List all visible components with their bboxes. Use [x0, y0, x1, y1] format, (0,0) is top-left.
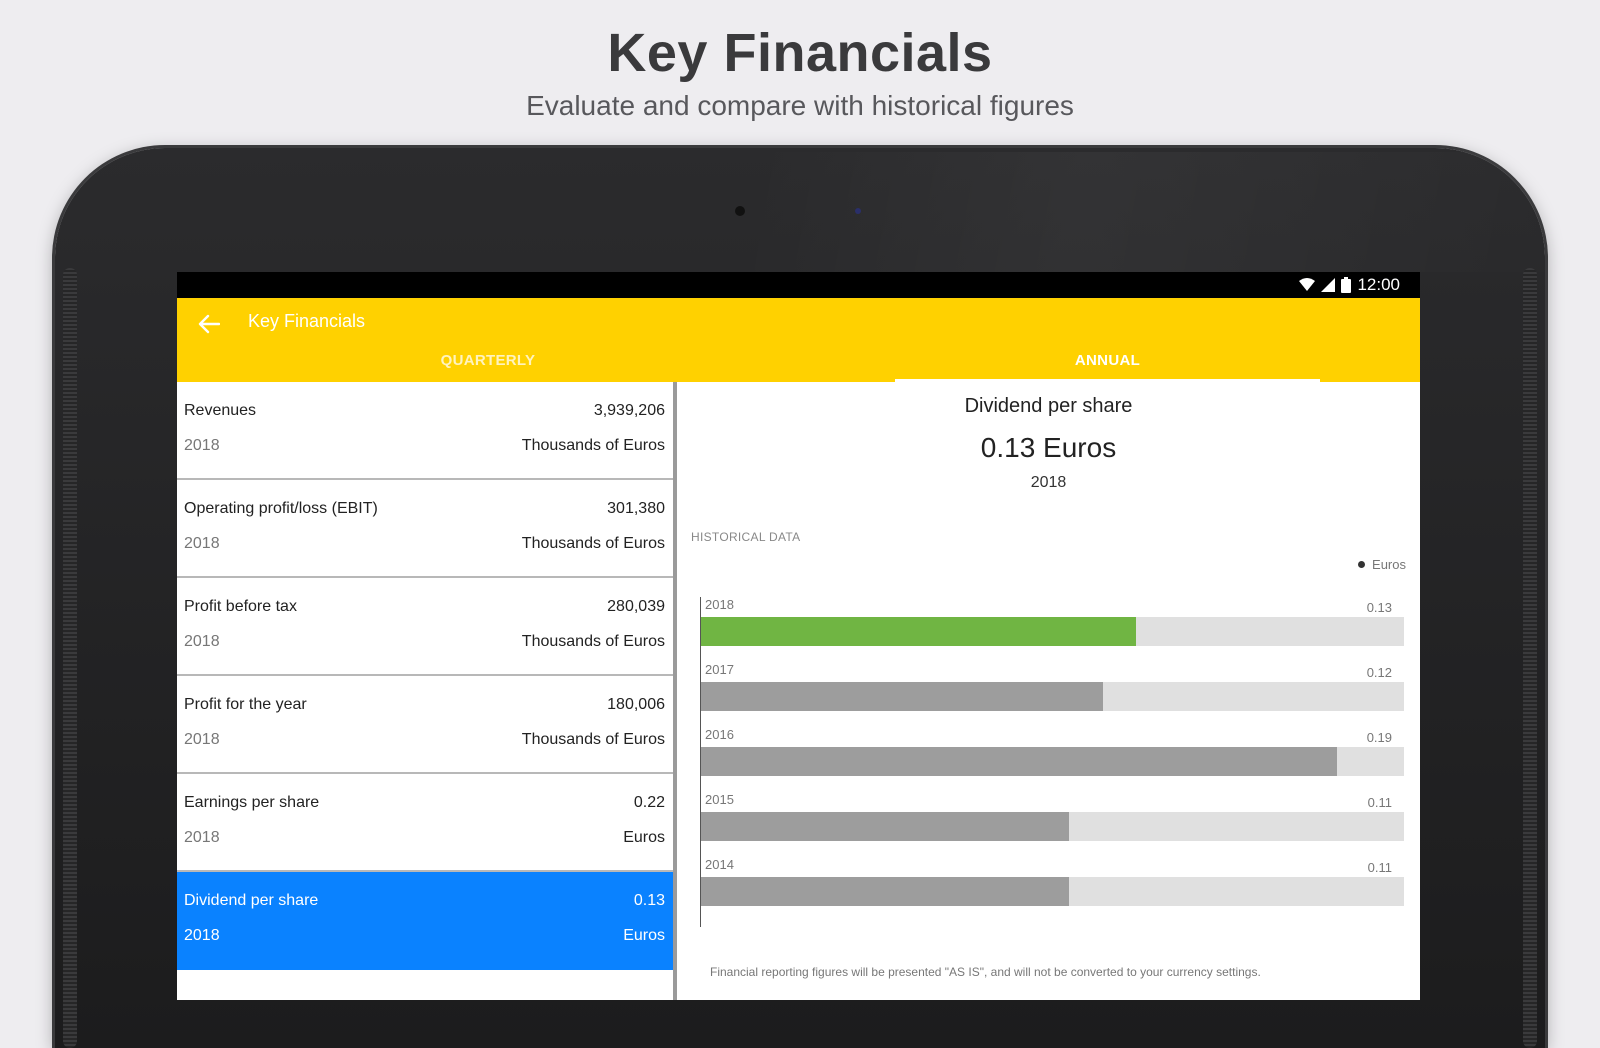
- bar-year-label: 2016: [705, 727, 734, 742]
- bar-value-label: 0.19: [1366, 730, 1392, 745]
- list-item-year: 2018: [184, 927, 220, 944]
- list-item-dividend-per-share[interactable]: Dividend per share 0.13 2018 Euros: [177, 872, 673, 970]
- bar-row-2015: 2015 0.11: [701, 792, 1404, 856]
- bar-row-2014: 2014 0.11: [701, 857, 1404, 921]
- list-item-name: Operating profit/loss (EBIT): [184, 500, 378, 517]
- speaker-grille-right: [1523, 268, 1537, 1048]
- bar-2017: [701, 682, 1103, 711]
- bar-year-label: 2017: [705, 662, 734, 677]
- list-item-name: Earnings per share: [184, 794, 320, 811]
- bar-value-label: 0.13: [1366, 600, 1392, 615]
- bar-year-label: 2014: [705, 857, 734, 872]
- list-item-profit-for-year[interactable]: Profit for the year 180,006 2018 Thousan…: [177, 676, 673, 774]
- bar-value-label: 0.12: [1366, 665, 1392, 680]
- app-screen: 12:00 Key Financials QUARTERLY ANNUAL Re…: [177, 272, 1420, 1000]
- list-item-value: 180,006: [607, 696, 665, 713]
- battery-icon: [1341, 277, 1352, 293]
- tablet-glare: [755, 152, 1575, 272]
- bar-track: [701, 877, 1404, 906]
- list-item-ebit[interactable]: Operating profit/loss (EBIT) 301,380 201…: [177, 480, 673, 578]
- list-item-name: Profit for the year: [184, 696, 307, 713]
- bar-row-2016: 2016 0.19: [701, 727, 1404, 791]
- wifi-icon: [1299, 278, 1316, 292]
- list-item-profit-before-tax[interactable]: Profit before tax 280,039 2018 Thousands…: [177, 578, 673, 676]
- list-item-unit: Thousands of Euros: [521, 437, 665, 454]
- bar-row-2018: 2018 0.13: [701, 597, 1404, 661]
- bar-value-label: 0.11: [1367, 860, 1392, 875]
- app-bar: Key Financials QUARTERLY ANNUAL: [177, 298, 1420, 382]
- tab-quarterly[interactable]: QUARTERLY: [177, 352, 799, 382]
- detail-value: 0.13 Euros: [980, 432, 1117, 463]
- bar-row-2017: 2017 0.12: [701, 662, 1404, 726]
- list-item-value: 0.22: [633, 794, 665, 811]
- list-item-unit: Euros: [623, 829, 665, 846]
- tab-annual[interactable]: ANNUAL: [895, 352, 1320, 382]
- historical-data-label: HISTORICAL DATA: [691, 530, 801, 544]
- list-item-year: 2018: [184, 535, 220, 552]
- list-item-name: Revenues: [184, 402, 257, 419]
- bar-2015: [701, 812, 1069, 841]
- bar-track: [701, 812, 1404, 841]
- list-item-name: Profit before tax: [184, 598, 297, 615]
- back-button[interactable]: [195, 310, 223, 338]
- detail-year: 2018: [1030, 474, 1067, 491]
- bar-2016: [701, 747, 1337, 776]
- tab-indicator: [895, 379, 1320, 382]
- bar-track: [701, 747, 1404, 776]
- list-item-unit: Thousands of Euros: [521, 633, 665, 650]
- legend-dot-icon: [1358, 561, 1366, 568]
- back-arrow-icon: [198, 314, 220, 334]
- list-item-value: 0.13: [633, 892, 665, 909]
- speaker-grille-left: [63, 268, 77, 1048]
- currency-footnote: Financial reporting figures will be pres…: [710, 965, 1261, 979]
- list-item-unit: Euros: [623, 927, 665, 944]
- chart-legend: Euros: [1358, 557, 1406, 572]
- list-item-year: 2018: [184, 633, 220, 650]
- detail-panel: Dividend per share 0.13 Euros 2018 HISTO…: [677, 382, 1420, 1000]
- bar-value-label: 0.11: [1367, 795, 1392, 810]
- list-item-unit: Thousands of Euros: [521, 731, 665, 748]
- bar-track: [701, 682, 1404, 711]
- list-item-name: Dividend per share: [184, 892, 319, 909]
- list-item-revenues[interactable]: Revenues 3,939,206 2018 Thousands of Eur…: [177, 382, 673, 480]
- list-item-value: 3,939,206: [593, 402, 665, 419]
- signal-icon: [1321, 278, 1336, 292]
- detail-title: Dividend per share: [964, 395, 1133, 417]
- list-item-value: 280,039: [607, 598, 665, 615]
- list-item-year: 2018: [184, 829, 220, 846]
- tab-quarterly-label: QUARTERLY: [440, 352, 536, 369]
- list-item-value: 301,380: [607, 500, 665, 517]
- list-item-year: 2018: [184, 731, 220, 748]
- sensor-icon: [855, 208, 861, 214]
- bar-2014: [701, 877, 1069, 906]
- bar-year-label: 2018: [705, 597, 734, 612]
- bar-2018: [701, 617, 1136, 646]
- chart-axis: [700, 597, 701, 927]
- promo-title: Key Financials: [607, 23, 993, 83]
- list-item-year: 2018: [184, 437, 220, 454]
- financials-list: Revenues 3,939,206 2018 Thousands of Eur…: [177, 382, 673, 1000]
- camera-icon: [735, 206, 745, 216]
- status-bar: 12:00: [177, 272, 1420, 298]
- list-item-unit: Thousands of Euros: [521, 535, 665, 552]
- promo-subtitle: Evaluate and compare with historical fig…: [526, 90, 1074, 121]
- list-item-earnings-per-share[interactable]: Earnings per share 0.22 2018 Euros: [177, 774, 673, 872]
- tab-annual-label: ANNUAL: [1074, 352, 1141, 369]
- app-bar-title: Key Financials: [248, 311, 366, 331]
- legend-label: Euros: [1372, 557, 1406, 572]
- panel-divider: [673, 382, 677, 1000]
- historical-bar-chart: 2018 0.13 2017 0.12 2016 0.19 2015 0.11 2014 0.11: [700, 597, 1406, 930]
- status-time: 12:00: [1357, 275, 1400, 294]
- bar-track: [701, 617, 1404, 646]
- bar-year-label: 2015: [705, 792, 734, 807]
